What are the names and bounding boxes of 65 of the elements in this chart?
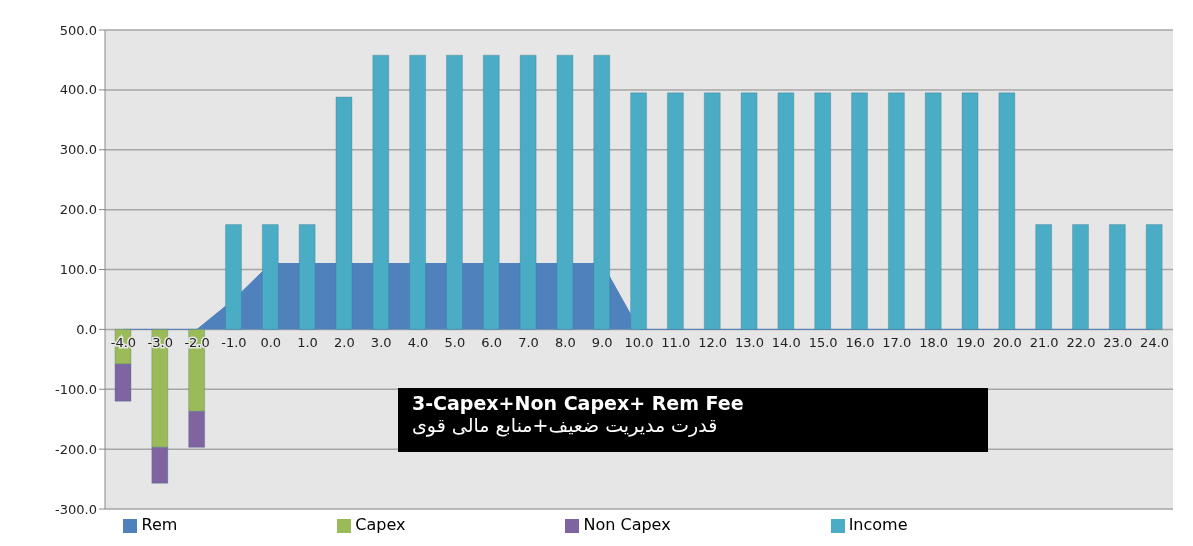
x-tick-label: 14.0 [771, 335, 801, 351]
legend-label: Rem [141, 515, 178, 534]
y-tick-label: 0.0 [76, 321, 97, 337]
bar [261, 224, 279, 330]
x-tick-label: 23.0 [1103, 335, 1133, 351]
x-tick-label: 20.0 [992, 335, 1022, 351]
bar [482, 54, 500, 330]
bar [961, 92, 979, 330]
x-tick-label: 13.0 [735, 335, 764, 351]
x-tick-label: 9.0 [591, 335, 613, 351]
y-tick-label: 500.0 [59, 22, 97, 38]
y-tick-label: -200.0 [55, 441, 97, 457]
bar [519, 54, 537, 330]
bar [1108, 224, 1126, 330]
bar [777, 92, 795, 330]
y-tick-label: 400.0 [59, 82, 97, 98]
x-tick-label: 8.0 [555, 335, 576, 351]
x-tick-label: 19.0 [955, 335, 985, 351]
bar [740, 92, 758, 330]
x-tick-label: 24.0 [1140, 335, 1170, 351]
x-tick-label: 18.0 [919, 335, 949, 351]
bar [924, 92, 942, 330]
x-tick-label: 22.0 [1066, 335, 1096, 351]
bar [298, 224, 316, 330]
x-tick-label: 0.0 [260, 335, 282, 351]
bar [851, 92, 869, 330]
bar [224, 224, 242, 330]
x-tick-label: 4.0 [407, 335, 429, 351]
x-tick-label: 6.0 [481, 335, 503, 351]
x-tick-label: 7.0 [518, 335, 539, 351]
bar [556, 54, 574, 330]
x-tick-label: 15.0 [808, 335, 838, 351]
bar [1145, 224, 1163, 330]
y-tick-label: 200.0 [59, 202, 97, 218]
x-tick-label: 11.0 [661, 335, 691, 351]
bar [666, 92, 684, 330]
y-tick-label: 100.0 [59, 262, 97, 278]
x-tick-label: 2.0 [334, 335, 355, 351]
bar [335, 96, 353, 330]
y-tick-label: -300.0 [55, 501, 97, 517]
bar [998, 92, 1016, 330]
x-tick-label: -1.0 [221, 335, 247, 351]
bar [1035, 224, 1053, 330]
bar [593, 54, 611, 330]
bar [887, 92, 905, 330]
bar [630, 92, 648, 330]
legend-label: Capex [355, 515, 406, 534]
x-tick-label: 10.0 [624, 335, 654, 351]
x-tick-label: 5.0 [444, 335, 466, 351]
x-tick-label: 1.0 [297, 335, 318, 351]
bar [703, 92, 721, 330]
x-tick-label: 3.0 [370, 335, 392, 351]
bar [372, 54, 390, 330]
bar [409, 54, 427, 330]
bar [1072, 224, 1090, 330]
x-tick-label: 16.0 [845, 335, 875, 351]
legend-label: Income [848, 515, 908, 534]
bar [445, 54, 463, 330]
x-tick-label: 21.0 [1029, 335, 1059, 351]
bar [814, 92, 832, 330]
y-tick-label: -100.0 [55, 381, 97, 397]
x-tick-label: 17.0 [882, 335, 912, 351]
x-tick-label: 12.0 [698, 335, 728, 351]
legend-label: Non Capex [583, 515, 671, 534]
y-tick-label: 300.0 [59, 142, 97, 158]
